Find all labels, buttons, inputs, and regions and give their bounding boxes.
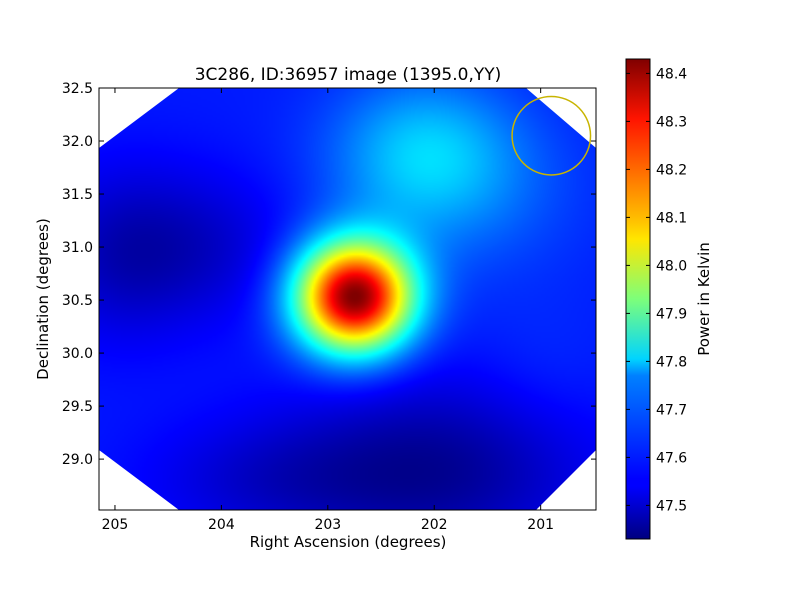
y-tick-label: 31.5 bbox=[62, 187, 93, 203]
colorbar-label: Power in Kelvin bbox=[695, 242, 713, 356]
colorbar bbox=[625, 58, 651, 540]
x-tick-label: 205 bbox=[102, 517, 129, 533]
colorbar-tick-label: 48.2 bbox=[656, 162, 687, 178]
colorbar-tick-label: 48.1 bbox=[656, 210, 687, 226]
y-axis-ticks: 29.0 29.5 30.0 30.5 31.0 31.5 32.0 32.5 bbox=[62, 81, 596, 468]
chart-title: 3C286, ID:36957 image (1395.0,YY) bbox=[195, 65, 502, 85]
colorbar-ticks: 47.5 47.6 47.7 47.8 47.9 48.0 48.1 48.2 48.3 48.4 bbox=[626, 66, 687, 514]
y-tick-label: 30.5 bbox=[62, 293, 93, 309]
colorbar-tick-label: 47.6 bbox=[656, 450, 687, 466]
colorbar-tick-label: 48.0 bbox=[656, 258, 687, 274]
y-axis-label: Declination (degrees) bbox=[34, 218, 52, 380]
y-tick-label: 32.5 bbox=[62, 81, 93, 97]
y-tick-label: 32.0 bbox=[62, 134, 93, 150]
y-tick-label: 29.5 bbox=[62, 399, 93, 415]
colorbar-tick-label: 47.5 bbox=[656, 498, 687, 514]
x-tick-label: 201 bbox=[527, 517, 554, 533]
colorbar-tick-label: 47.9 bbox=[656, 306, 687, 322]
x-tick-label: 202 bbox=[421, 517, 448, 533]
y-tick-label: 31.0 bbox=[62, 240, 93, 256]
heatmap-image bbox=[99, 88, 596, 510]
colorbar-tick-label: 48.3 bbox=[656, 114, 687, 130]
colorbar-tick-label: 47.7 bbox=[656, 402, 687, 418]
x-tick-label: 204 bbox=[208, 517, 235, 533]
y-tick-label: 30.0 bbox=[62, 346, 93, 362]
colorbar-tick-label: 47.8 bbox=[656, 354, 687, 370]
beam-circle-marker bbox=[511, 95, 592, 176]
x-axis-ticks: 205 204 203 202 201 bbox=[102, 88, 554, 533]
y-tick-label: 29.0 bbox=[62, 452, 93, 468]
colorbar-tick-label: 48.4 bbox=[656, 66, 687, 82]
plot-frame bbox=[98, 87, 597, 511]
x-axis-label: Right Ascension (degrees) bbox=[250, 533, 447, 551]
x-tick-label: 203 bbox=[314, 517, 341, 533]
